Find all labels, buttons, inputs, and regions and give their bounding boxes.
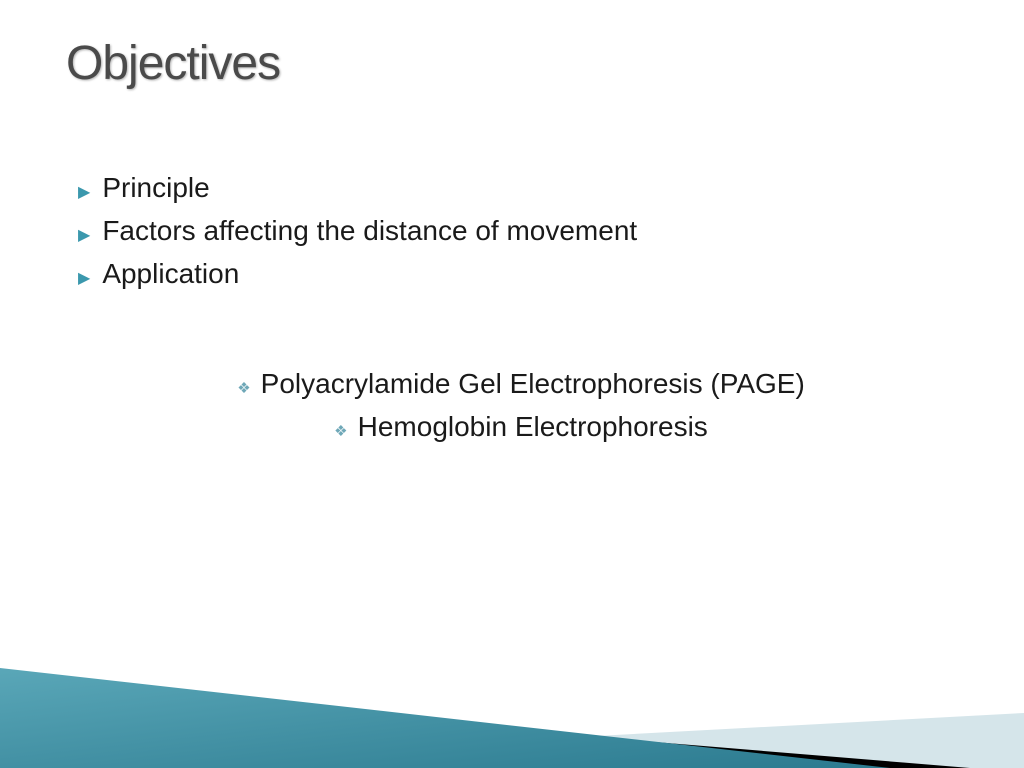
diamond-icon: ❖ [237,379,250,397]
diamond-icon: ❖ [334,422,347,440]
slide-title: Objectives [66,36,280,91]
slide-decoration [0,608,1024,768]
sub-section: ❖ Polyacrylamide Gel Electrophoresis (PA… [78,364,964,450]
bullet-item: ▶ Application [78,254,964,293]
sub-item: ❖ Polyacrylamide Gel Electrophoresis (PA… [237,364,805,403]
content-area: ▶ Principle ▶ Factors affecting the dist… [78,168,964,450]
sub-text: Hemoglobin Electrophoresis [358,407,708,446]
bullet-text: Application [102,254,239,293]
triangle-icon: ▶ [78,225,90,245]
bullet-text: Principle [102,168,209,207]
sub-text: Polyacrylamide Gel Electrophoresis (PAGE… [261,364,805,403]
triangle-icon: ▶ [78,182,90,202]
bullet-item: ▶ Factors affecting the distance of move… [78,211,964,250]
sub-item: ❖ Hemoglobin Electrophoresis [334,407,708,446]
bullet-item: ▶ Principle [78,168,964,207]
bullet-text: Factors affecting the distance of moveme… [102,211,637,250]
triangle-icon: ▶ [78,268,90,288]
